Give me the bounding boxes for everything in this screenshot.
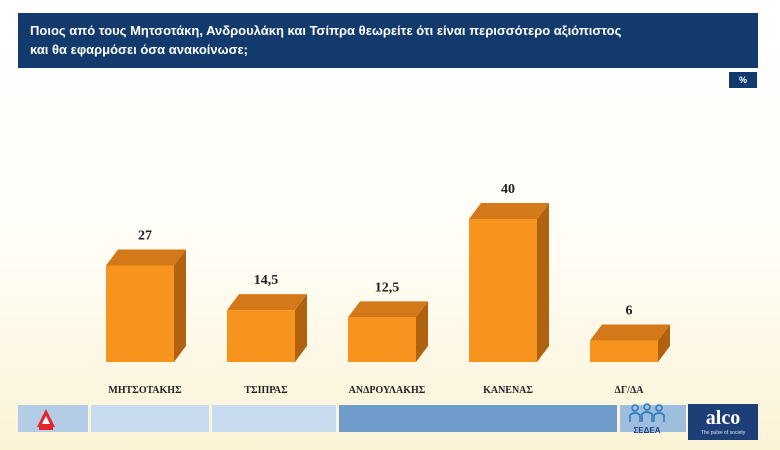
data-label: 12,5: [375, 280, 400, 295]
bar-side: [658, 324, 670, 362]
data-label: 27: [138, 228, 152, 243]
alco-logo: alco The pulse of society: [688, 404, 758, 440]
category-label: ΔΓ/ΔΑ: [615, 385, 645, 396]
alco-wordmark: alco: [705, 407, 741, 429]
sedea-logo: ΣΕΔΕΑ: [625, 402, 669, 438]
category-label: ΑΝΔΡΟΥΛΑΚΗΣ: [349, 385, 426, 396]
broadcaster-logo: [37, 409, 55, 430]
bar-side: [416, 301, 428, 362]
unit-badge: %: [729, 72, 757, 88]
bar-top: [227, 294, 307, 311]
footer-strip-segment: [212, 405, 336, 432]
bar: [590, 340, 658, 362]
bar-side: [295, 294, 307, 362]
category-label: ΚΑΝΕΝΑΣ: [483, 385, 533, 396]
footer-strip-segment: [339, 405, 617, 432]
sedea-label: ΣΕΔΕΑ: [633, 426, 661, 435]
question-title-box: Ποιος από τους Μητσοτάκη, Ανδρουλάκη και…: [18, 13, 758, 68]
bar: [348, 317, 416, 362]
bar-top: [106, 249, 186, 266]
bar: [469, 219, 537, 362]
question-title-line-2: και θα εφαρμόσει όσα ανακοίνωσε;: [30, 42, 248, 57]
bar-top: [590, 324, 670, 341]
data-label: 40: [501, 182, 515, 197]
category-label: ΤΣΙΠΡΑΣ: [244, 385, 288, 396]
footer-strip-segment: [620, 405, 686, 432]
bar: [106, 265, 174, 362]
bar-top: [469, 203, 549, 219]
bar-side: [174, 249, 186, 362]
bar-top: [348, 301, 428, 318]
footer-strip-segment: [91, 405, 209, 432]
category-label: ΜΗΤΣΟΤΑΚΗΣ: [108, 385, 182, 396]
bar-side: [537, 203, 549, 362]
data-label: 6: [626, 304, 633, 319]
question-title-line-1: Ποιος από τους Μητσοτάκη, Ανδρουλάκη και…: [30, 23, 622, 38]
people-icon: [629, 403, 665, 422]
alco-tagline: The pulse of society: [700, 430, 746, 436]
data-label: 14,5: [254, 273, 279, 288]
bar: [227, 310, 295, 362]
footer-strip: [18, 405, 686, 432]
